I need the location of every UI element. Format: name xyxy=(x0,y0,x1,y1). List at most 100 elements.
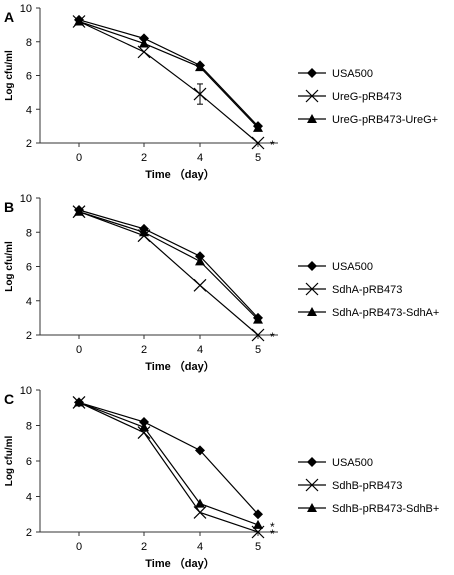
legend-item: SdhA-pRB473-SdhA+ xyxy=(298,307,439,319)
y-tick-label: 10 xyxy=(20,193,32,205)
legend-label: UreG-pRB473-UreG+ xyxy=(332,114,438,126)
y-tick-label: 6 xyxy=(26,71,32,83)
x-tick-label: 5 xyxy=(255,344,261,356)
triangle-marker xyxy=(253,314,263,324)
panel-label: C xyxy=(4,391,14,407)
legend-item: USA500 xyxy=(298,457,373,469)
y-tick-label: 4 xyxy=(26,296,32,308)
diamond-marker xyxy=(195,251,205,262)
diamond-marker xyxy=(139,33,149,44)
y-tick-label: 8 xyxy=(26,227,32,239)
legend-label: SdhA-pRB473 xyxy=(332,284,402,296)
triangle-marker xyxy=(74,397,84,407)
significance-star: * xyxy=(270,330,275,344)
diamond-marker xyxy=(307,68,317,78)
x-axis-label: Time （day） xyxy=(145,557,215,570)
y-tick-label: 10 xyxy=(20,3,32,15)
triangle-marker xyxy=(195,62,205,72)
y-tick-label: 4 xyxy=(26,104,32,116)
y-tick-label: 2 xyxy=(26,138,32,150)
panel-label: B xyxy=(4,199,14,215)
x-marker xyxy=(193,278,207,292)
y-axis-label: Log cfu/ml xyxy=(4,50,15,101)
significance-star: * xyxy=(270,527,275,541)
x-tick-label: 5 xyxy=(255,541,261,553)
x-marker xyxy=(137,426,151,440)
triangle-marker xyxy=(139,422,149,432)
x-marker xyxy=(251,328,265,342)
legend-label: SdhA-pRB473-SdhA+ xyxy=(332,307,439,319)
triangle-marker xyxy=(139,227,149,237)
y-axis-label: Log cfu/ml xyxy=(4,241,15,292)
series-line xyxy=(78,401,259,533)
y-tick-label: 10 xyxy=(20,385,32,397)
series-usa500 xyxy=(74,204,263,323)
triangle-marker xyxy=(307,307,317,316)
diamond-marker xyxy=(307,457,317,467)
chart-panel-c: C 2 4 6 8 10 0 2 4 5 Time （day） Log cfu/ml ** USA500 S… xyxy=(4,385,439,570)
legend-item: SdhB-pRB473-SdhB+ xyxy=(298,503,439,515)
series-line xyxy=(78,401,259,515)
diamond-marker xyxy=(253,509,263,520)
triangle-marker xyxy=(307,503,317,512)
legend-item: USA500 xyxy=(298,68,373,80)
diamond-marker xyxy=(139,416,149,427)
x-axis-label: Time （day） xyxy=(145,168,215,181)
x-marker xyxy=(251,136,265,150)
triangle-marker xyxy=(139,38,149,48)
x-tick-label: 2 xyxy=(141,152,147,164)
x-tick-label: 0 xyxy=(76,344,82,356)
series-line xyxy=(78,211,259,336)
legend-label: USA500 xyxy=(332,261,373,273)
y-tick-label: 8 xyxy=(26,421,32,433)
x-tick-label: 0 xyxy=(76,152,82,164)
series-ureg-prb473 xyxy=(72,15,265,150)
y-tick-label: 2 xyxy=(26,527,32,539)
x-tick-label: 2 xyxy=(141,344,147,356)
chart-panel-a: A 2 4 6 8 10 0 2 4 5 Time （day） Log cfu/ml * USA500 Ur… xyxy=(4,3,438,181)
series-line xyxy=(78,19,259,127)
legend-label: SdhB-pRB473 xyxy=(332,480,402,492)
y-tick-label: 2 xyxy=(26,330,32,342)
x-marker xyxy=(193,506,207,519)
x-tick-label: 5 xyxy=(255,152,261,164)
x-tick-label: 4 xyxy=(197,152,203,164)
series-sdha-prb473 xyxy=(72,205,265,342)
legend-item: UreG-pRB473-UreG+ xyxy=(298,114,438,126)
triangle-marker xyxy=(253,519,263,529)
series-ureg-prb473-ureg- xyxy=(74,16,263,132)
series-line xyxy=(78,209,259,319)
y-tick-label: 4 xyxy=(26,492,32,504)
x-marker xyxy=(137,45,151,59)
series-line xyxy=(78,211,259,321)
series-line xyxy=(78,20,259,144)
x-marker xyxy=(305,478,319,492)
legend-item: SdhA-pRB473 xyxy=(298,282,402,296)
series-sdha-prb473-sdha- xyxy=(74,206,263,324)
series-usa500 xyxy=(74,397,263,520)
triangle-marker xyxy=(307,114,317,123)
panel-label: A xyxy=(4,9,14,25)
legend-label: SdhB-pRB473-SdhB+ xyxy=(332,503,439,515)
x-marker xyxy=(193,87,207,101)
triangle-marker xyxy=(195,256,205,266)
legend-item: UreG-pRB473 xyxy=(298,89,402,103)
y-tick-label: 6 xyxy=(26,456,32,468)
legend-label: USA500 xyxy=(332,68,373,80)
series-sdhb-prb473-sdhb- xyxy=(74,397,263,529)
diamond-marker xyxy=(307,261,317,271)
y-tick-label: 6 xyxy=(26,262,32,274)
y-axis-label: Log cfu/ml xyxy=(4,436,15,487)
series-line xyxy=(78,401,259,526)
legend-item: SdhB-pRB473 xyxy=(298,478,402,492)
legend-label: USA500 xyxy=(332,457,373,469)
triangle-marker xyxy=(195,498,205,508)
diamond-marker xyxy=(195,445,205,456)
x-tick-label: 0 xyxy=(76,541,82,553)
x-tick-label: 4 xyxy=(197,541,203,553)
triangle-marker xyxy=(74,16,84,26)
chart-panel-b: B 2 4 6 8 10 0 2 4 5 Time （day） Log cfu/ml * USA500 Sd… xyxy=(4,193,439,373)
x-tick-label: 4 xyxy=(197,344,203,356)
significance-star: * xyxy=(270,520,275,534)
